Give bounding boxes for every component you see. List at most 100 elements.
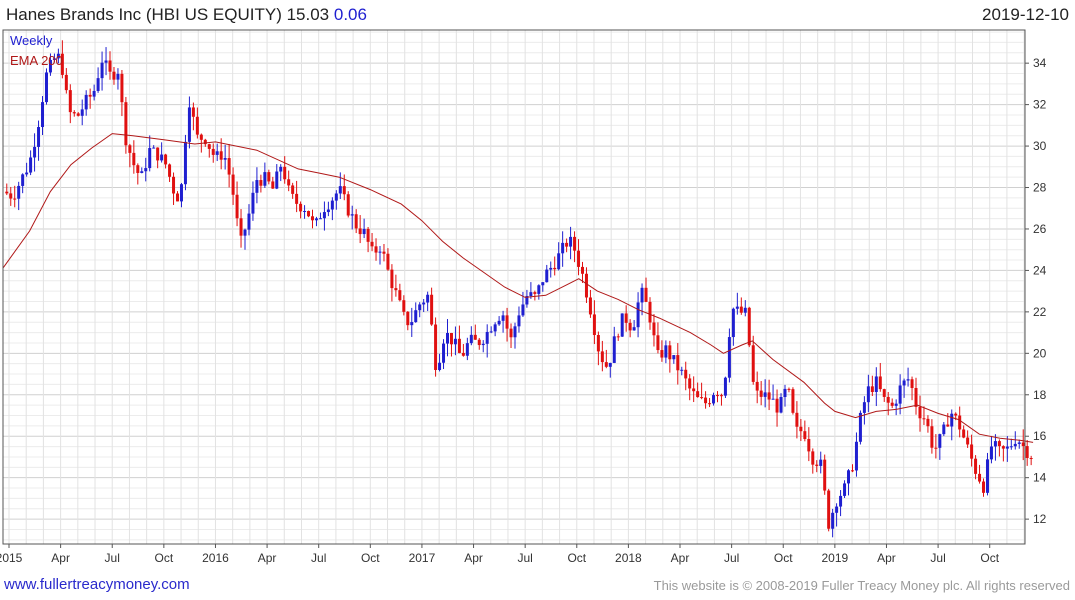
candle-body — [648, 301, 652, 323]
candle-body — [573, 236, 577, 251]
y-tick-label: 26 — [1033, 222, 1047, 236]
candle-body — [620, 313, 624, 337]
candle-body — [426, 294, 430, 303]
candle-body — [731, 308, 735, 338]
site-link[interactable]: www.fullertreacymoney.com — [4, 576, 190, 593]
candle-body — [263, 172, 267, 186]
candle-body — [406, 311, 410, 326]
candle-body — [1013, 443, 1017, 447]
candle-body — [577, 250, 581, 267]
candle-body — [862, 402, 866, 413]
candle-body — [735, 306, 739, 309]
candle-body — [529, 292, 533, 296]
candle-body — [434, 324, 438, 370]
price-candles — [5, 40, 1033, 538]
candle-body — [616, 336, 620, 338]
candle-body — [823, 459, 827, 491]
x-tick-label: Oct — [567, 551, 586, 565]
candle-body — [588, 297, 592, 315]
candle-body — [48, 59, 52, 73]
candle-body — [176, 193, 180, 202]
candle-body — [886, 396, 890, 403]
candle-body — [76, 113, 80, 116]
candle-body — [485, 331, 489, 344]
candle-body — [291, 185, 295, 194]
candle-body — [322, 212, 326, 219]
candle-body — [831, 512, 835, 529]
x-tick-label: Apr — [258, 551, 277, 565]
candle-body — [382, 251, 386, 254]
candle-body — [787, 388, 791, 390]
candle-body — [156, 147, 160, 161]
candle-body — [767, 392, 771, 400]
candle-body — [231, 174, 235, 195]
candle-body — [799, 426, 803, 432]
candle-body — [1001, 446, 1005, 449]
x-tick-label: Jul — [311, 551, 326, 565]
y-tick-label: 14 — [1033, 471, 1047, 485]
candle-body — [140, 171, 144, 173]
candle-body — [918, 406, 922, 419]
candle-body — [168, 164, 172, 177]
candle-body — [497, 320, 501, 325]
candle-body — [942, 424, 946, 435]
candle-body — [275, 171, 279, 189]
x-tick-label: Apr — [464, 551, 483, 565]
candle-body — [545, 269, 549, 283]
candle-body — [501, 315, 505, 321]
candle-body — [318, 218, 322, 220]
candle-body — [350, 214, 354, 216]
x-tick-label: 2015 — [0, 551, 23, 565]
candle-body — [342, 186, 346, 195]
candle-body — [954, 413, 958, 416]
candle-body — [914, 387, 918, 407]
candle-body — [128, 145, 132, 153]
x-tick-label: Jul — [930, 551, 945, 565]
candle-body — [513, 326, 517, 338]
candle-body — [239, 218, 243, 236]
candle-body — [584, 273, 588, 298]
candle-body — [267, 172, 271, 182]
copyright-notice: This website is © 2008-2019 Fuller Treac… — [653, 578, 1070, 593]
x-tick-label: Apr — [51, 551, 70, 565]
candle-body — [390, 269, 394, 289]
y-tick-label: 30 — [1033, 139, 1047, 153]
candle-body — [509, 328, 513, 338]
candle-body — [870, 386, 874, 392]
candle-body — [314, 218, 318, 221]
candle-body — [430, 294, 434, 325]
x-tick-label: Jul — [517, 551, 532, 565]
candle-body — [72, 112, 76, 114]
x-tick-label: 2019 — [822, 551, 849, 565]
candle-body — [60, 53, 64, 75]
candle-body — [56, 53, 60, 59]
candle-body — [672, 355, 676, 360]
candle-body — [930, 426, 934, 448]
chart-legend: Weekly EMA 200 — [10, 33, 63, 68]
candle-body — [775, 398, 779, 413]
candle-body — [898, 385, 902, 404]
candle-body — [410, 322, 414, 326]
candle-body — [970, 444, 974, 459]
candle-body — [283, 166, 287, 180]
candle-body — [203, 139, 207, 145]
x-tick-label: 2017 — [409, 551, 436, 565]
candle-body — [414, 310, 418, 323]
candle-body — [17, 185, 21, 199]
candle-body — [465, 343, 469, 356]
x-tick-label: Jul — [105, 551, 120, 565]
candle-body — [247, 213, 251, 230]
candle-body — [1005, 446, 1009, 449]
candle-body — [307, 210, 311, 217]
candle-body — [120, 73, 124, 103]
candle-body — [704, 397, 708, 404]
candle-body — [251, 192, 255, 214]
candle-body — [418, 304, 422, 311]
candle-body — [847, 470, 851, 484]
candle-body — [33, 146, 37, 158]
candle-body — [624, 313, 628, 323]
candle-body — [108, 60, 112, 72]
candle-body — [116, 73, 120, 80]
candle-body — [632, 327, 636, 331]
candle-body — [402, 300, 406, 312]
